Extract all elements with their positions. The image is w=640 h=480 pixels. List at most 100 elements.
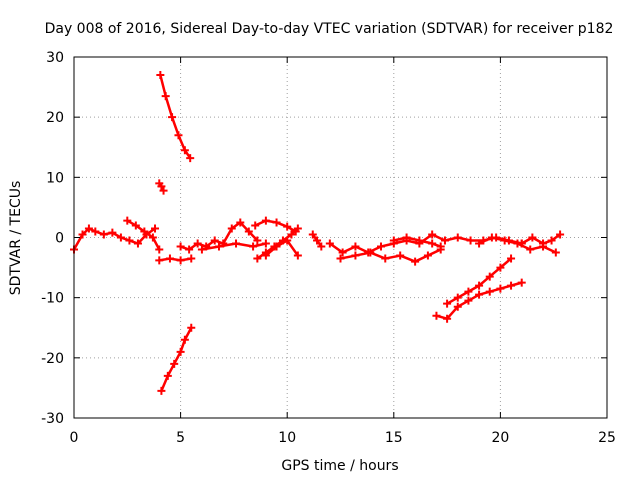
- data-point: [443, 299, 452, 308]
- y-tick-label: 0: [55, 231, 64, 247]
- y-tick-label: 10: [46, 170, 64, 186]
- data-point: [440, 236, 449, 245]
- y-axis-label: SDTVAR / TECUs: [8, 181, 24, 296]
- data-point: [313, 236, 322, 245]
- data-point: [396, 251, 405, 260]
- series-track-11: [261, 236, 302, 260]
- series-track-3: [156, 71, 195, 163]
- data-point: [163, 371, 172, 380]
- data-point: [496, 284, 505, 293]
- data-point: [187, 323, 196, 332]
- data-point: [214, 242, 223, 251]
- data-point: [428, 230, 437, 239]
- data-point: [140, 227, 149, 236]
- data-point: [108, 228, 117, 237]
- x-tick-label: 5: [176, 430, 185, 446]
- x-tick-label: 15: [385, 430, 403, 446]
- data-point: [432, 311, 441, 320]
- series-track-7: [176, 218, 262, 254]
- series-track-19: [517, 230, 565, 248]
- data-point: [496, 263, 505, 272]
- data-point: [161, 92, 170, 101]
- data-point: [517, 278, 526, 287]
- data-point: [293, 251, 302, 260]
- data-point: [157, 386, 166, 395]
- data-point: [156, 71, 165, 80]
- data-point: [293, 224, 302, 233]
- data-point: [325, 239, 334, 248]
- x-tick-label: 0: [70, 430, 79, 446]
- data-point: [187, 254, 196, 263]
- x-tick-label: 10: [278, 430, 296, 446]
- data-point: [453, 293, 462, 302]
- data-point: [551, 248, 560, 257]
- data-point: [157, 182, 166, 191]
- data-point: [351, 251, 360, 260]
- data-point: [180, 146, 189, 155]
- y-tick-label: 20: [46, 110, 64, 126]
- data-point: [186, 154, 195, 163]
- grid: [74, 57, 607, 418]
- data-point: [261, 251, 270, 260]
- data-point: [443, 314, 452, 323]
- data-point: [526, 245, 535, 254]
- x-tick-label: 20: [491, 430, 509, 446]
- data-point: [123, 216, 132, 225]
- data-point: [485, 287, 494, 296]
- data-point: [261, 239, 270, 248]
- data-point: [174, 131, 183, 140]
- data-point: [236, 218, 245, 227]
- data-point: [244, 227, 253, 236]
- data-point: [131, 221, 140, 230]
- data-point: [185, 245, 194, 254]
- data-point: [308, 230, 317, 239]
- series-track-1: [70, 224, 160, 254]
- data-point: [165, 254, 174, 263]
- data-point: [78, 230, 87, 239]
- data-point: [517, 239, 526, 248]
- data-point: [466, 236, 475, 245]
- y-tick-label: -30: [41, 411, 64, 427]
- data-point: [99, 230, 108, 239]
- data-point: [475, 281, 484, 290]
- data-point: [338, 248, 347, 257]
- series-track-6: [155, 254, 196, 265]
- series-track-8: [197, 239, 270, 254]
- data-point: [411, 257, 420, 266]
- series-line: [256, 227, 300, 260]
- data-point: [287, 230, 296, 239]
- data-point: [176, 242, 185, 251]
- chart-title: Day 008 of 2016, Sidereal Day-to-day VTE…: [45, 21, 614, 37]
- series-track-15: [389, 233, 445, 251]
- data-point: [556, 230, 565, 239]
- data-point: [170, 359, 179, 368]
- data-point: [176, 256, 185, 265]
- data-point: [464, 287, 473, 296]
- data-point: [485, 272, 494, 281]
- data-point: [261, 216, 270, 225]
- data-point: [155, 245, 164, 254]
- data-point: [389, 236, 398, 245]
- data-point: [317, 242, 326, 251]
- data-point: [453, 233, 462, 242]
- data-point: [475, 290, 484, 299]
- data-point: [402, 233, 411, 242]
- axis-ticks: 0 5 10 15 20 25 -30 -20 -10 0 10 20 30: [41, 50, 616, 446]
- series-track-4: [155, 179, 168, 195]
- data-point: [283, 222, 292, 231]
- series-line: [520, 233, 562, 245]
- data-point: [197, 245, 206, 254]
- series-line: [160, 326, 193, 393]
- data-point: [253, 236, 262, 245]
- data-point: [232, 239, 241, 248]
- data-point: [176, 347, 185, 356]
- data-point: [377, 242, 386, 251]
- data-point: [381, 254, 390, 263]
- data-point: [507, 281, 516, 290]
- data-point: [423, 251, 432, 260]
- data-point: [366, 248, 375, 257]
- data-point: [453, 302, 462, 311]
- data-point: [193, 239, 202, 248]
- data-point: [283, 236, 292, 245]
- data-point: [91, 227, 100, 236]
